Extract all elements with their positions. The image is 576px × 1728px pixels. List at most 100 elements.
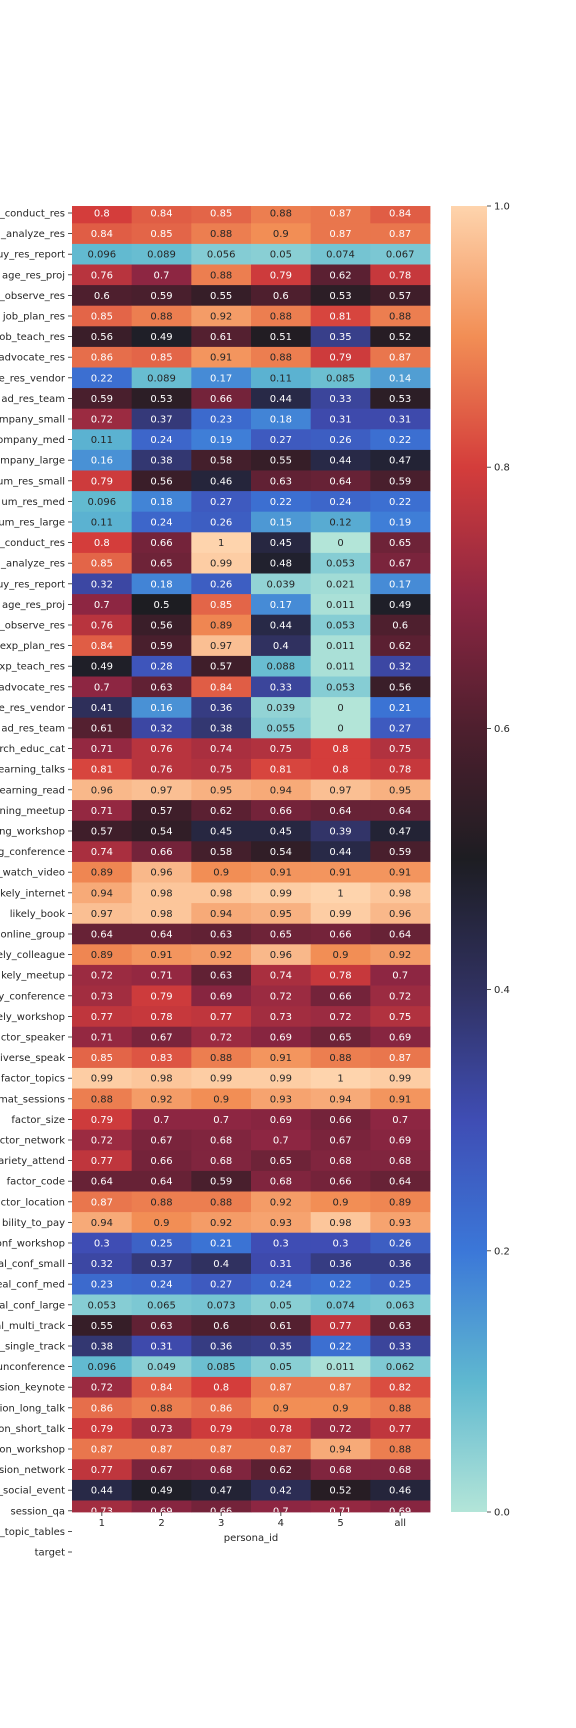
row-label: ariety_attend	[0, 1156, 65, 1167]
cell-value-label: 0.88	[150, 1403, 172, 1414]
cell-value-label: 0.48	[270, 559, 292, 570]
heatmap-cell	[310, 1170, 371, 1192]
cell-value-label: 0.77	[91, 1156, 113, 1167]
cell-value-label: 0.35	[270, 1342, 292, 1353]
cell-value-label: 0.55	[91, 1321, 113, 1332]
cell-value-label: 0.6	[94, 291, 110, 302]
cell-value-label: 0.61	[91, 724, 113, 735]
heatmap-cell	[72, 1109, 133, 1131]
heatmap-cell	[191, 964, 252, 986]
heatmap-cell	[72, 491, 133, 513]
heatmap-cell	[370, 573, 431, 595]
cell-value-label: 0.57	[91, 827, 113, 838]
heatmap-cell	[370, 614, 431, 636]
heatmap-cell	[251, 758, 312, 780]
heatmap-cell	[251, 408, 312, 430]
cell-value-label: 0.8	[333, 744, 349, 755]
heatmap-cell	[191, 655, 252, 677]
heatmap-cell	[370, 305, 431, 327]
heatmap-cell	[72, 206, 133, 224]
heatmap-cell	[251, 449, 312, 471]
heatmap-cell	[72, 697, 133, 719]
cell-value-label: 0.7	[273, 1136, 289, 1147]
cell-value-label: 0.72	[150, 1548, 172, 1559]
heatmap-cell	[131, 1418, 192, 1440]
heatmap-cell	[72, 903, 133, 925]
cell-value-label: 0.53	[150, 394, 172, 405]
heatmap-cell	[251, 243, 312, 265]
heatmap-cell	[191, 1109, 252, 1131]
heatmap-cell	[370, 861, 431, 883]
cell-value-label: 0.71	[91, 806, 113, 817]
row-label: e_res_vendor	[0, 703, 66, 714]
row-label: kely_internet	[0, 888, 65, 899]
heatmap-cell	[370, 1232, 431, 1254]
cell-value-label: 0.65	[150, 559, 172, 570]
cell-value-label: 0.64	[210, 1548, 232, 1559]
cell-value-label: 0.62	[270, 1465, 292, 1476]
row-label: uy_res_report	[0, 250, 65, 261]
cell-value-label: 0.71	[91, 1033, 113, 1044]
cell-value-label: 0.9	[213, 868, 229, 879]
row-label: ion_long_talk	[0, 1403, 65, 1414]
cell-value-label: 0.85	[91, 559, 113, 570]
cell-value-label: 0.88	[389, 1445, 411, 1456]
heatmap-cell	[370, 1273, 431, 1295]
cell-value-label: 0.44	[91, 1486, 113, 1497]
cell-value-label: 0.15	[270, 518, 292, 529]
row-label: kely_meetup	[1, 971, 65, 982]
heatmap-cell	[370, 511, 431, 533]
cell-value-label: 0.74	[210, 744, 232, 755]
heatmap-cell	[310, 1438, 371, 1460]
heatmap-cell	[72, 388, 133, 410]
heatmap-cell	[251, 964, 312, 986]
column-label: 3	[218, 1518, 224, 1529]
cell-value-label: 0.59	[210, 1177, 232, 1188]
row-label: _watch_video	[0, 868, 65, 879]
heatmap-cell	[251, 697, 312, 719]
heatmap-cell	[251, 552, 312, 574]
cell-value-label: 0.26	[210, 579, 232, 590]
heatmap-cell	[251, 1315, 312, 1337]
heatmap-cell	[370, 594, 431, 616]
cell-value-label: 0.72	[91, 971, 113, 982]
heatmap-cell	[370, 1109, 431, 1131]
cell-value-label: 0.66	[150, 538, 172, 549]
cell-value-label: 0.61	[270, 1321, 292, 1332]
cell-value-label: 0.59	[389, 847, 411, 858]
cell-value-label: 0.073	[207, 1300, 236, 1311]
heatmap-cell	[191, 903, 252, 925]
heatmap-cell	[131, 552, 192, 574]
cell-value-label: 0.26	[210, 518, 232, 529]
cell-value-label: 0.87	[389, 353, 411, 364]
heatmap-cell	[191, 223, 252, 245]
heatmap-cell	[370, 1047, 431, 1069]
cell-value-label: 0.074	[326, 1300, 355, 1311]
cell-value-label: 0.63	[150, 682, 172, 693]
cell-value-label: 0.85	[210, 600, 232, 611]
heatmap-cell	[72, 841, 133, 863]
cell-value-label: 0.68	[329, 1465, 351, 1476]
cell-value-label: 0.63	[150, 1321, 172, 1332]
row-label: _conduct_res	[0, 209, 65, 220]
cell-value-label: 0.86	[210, 1403, 232, 1414]
heatmap-cell	[370, 532, 431, 554]
cell-value-label: 0.36	[210, 703, 232, 714]
heatmap-cell	[191, 573, 252, 595]
heatmap-cell	[191, 470, 252, 492]
heatmap-cell	[131, 1376, 192, 1398]
row-label: sion_keynote	[0, 1383, 65, 1394]
cell-value-label: 0.92	[210, 312, 232, 323]
cell-value-label: 0.59	[389, 476, 411, 487]
cell-value-label: 0.73	[91, 991, 113, 1002]
cell-value-label: 0.87	[91, 1197, 113, 1208]
cell-value-label: 0.99	[91, 1074, 113, 1085]
row-label: ompany_large	[0, 456, 65, 467]
heatmap-cell	[191, 1067, 252, 1089]
cell-value-label: 0.82	[389, 1383, 411, 1394]
heatmap-cell	[72, 223, 133, 245]
cell-value-label: 0.22	[329, 1280, 351, 1291]
heatmap-cell	[191, 779, 252, 801]
cell-value-label: 0.49	[389, 600, 411, 611]
heatmap-cell	[251, 1088, 312, 1110]
